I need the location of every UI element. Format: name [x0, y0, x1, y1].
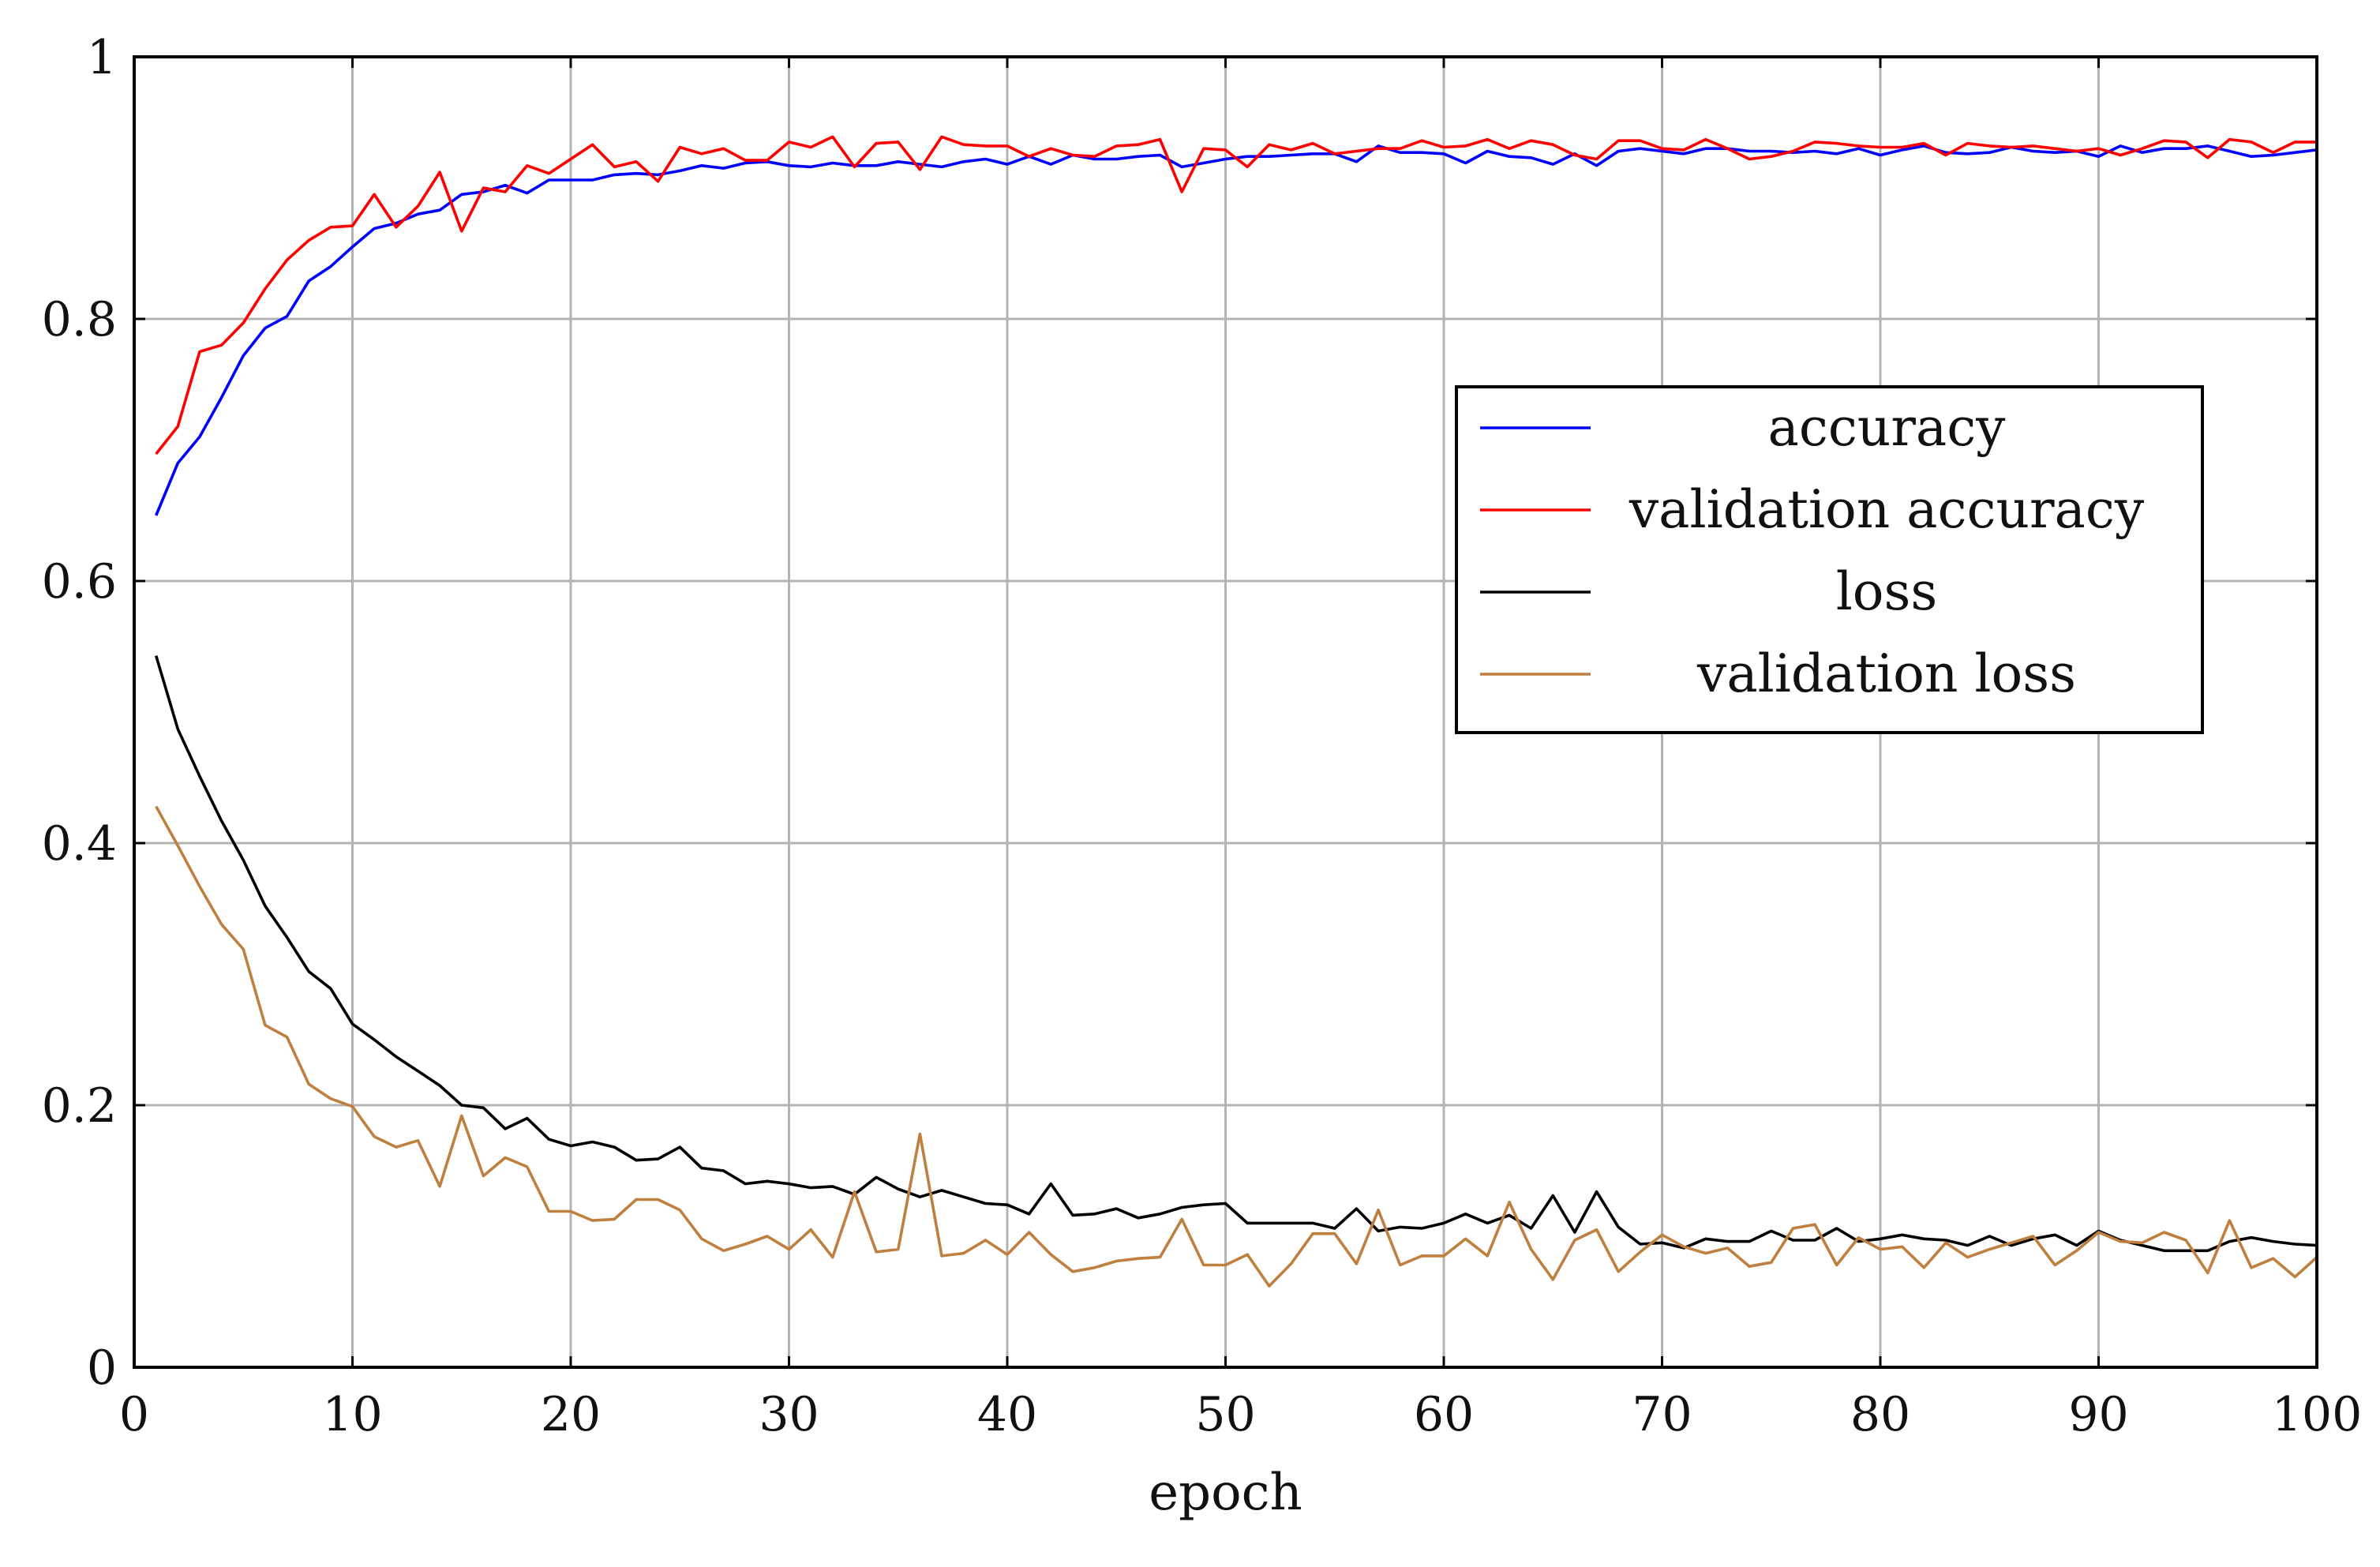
x-tick-label: 70 [1632, 1387, 1692, 1442]
x-axis-title: epoch [1149, 1464, 1302, 1522]
legend: accuracy validation accuracy loss validatio… [1455, 385, 2204, 734]
tick-labels: 0 10 20 30 40 50 60 70 80 90 100 0 0.2 0.4 0.6 0.8 1 [42, 30, 2363, 1442]
x-tick-label: 30 [759, 1387, 819, 1442]
legend-label-validation-loss: validation loss [1696, 643, 2076, 704]
y-tick-label: 0.2 [42, 1078, 117, 1134]
y-tick-label: 0.8 [42, 292, 117, 347]
legend-label-validation-accuracy: validation accuracy [1629, 479, 2145, 540]
series-layer [154, 135, 2318, 1288]
x-tick-label: 90 [2068, 1387, 2128, 1442]
x-tick-label: 40 [977, 1387, 1037, 1442]
x-tick-label: 50 [1195, 1387, 1255, 1442]
ticks [133, 55, 2318, 1369]
x-tick-label: 80 [1850, 1387, 1910, 1442]
y-tick-label: 1 [87, 30, 117, 85]
x-tick-label: 20 [541, 1387, 601, 1442]
series-line-loss [154, 655, 2318, 1253]
series-line-validation-accuracy [155, 135, 2317, 455]
x-tick-label: 100 [2272, 1387, 2363, 1442]
x-tick-label: 0 [119, 1387, 149, 1442]
legend-label-accuracy: accuracy [1768, 397, 2007, 458]
legend-label-loss: loss [1836, 561, 1938, 622]
x-tick-label: 60 [1414, 1387, 1474, 1442]
series-line-validation-loss [155, 805, 2318, 1288]
y-tick-label: 0 [87, 1340, 117, 1396]
x-tick-label: 10 [322, 1387, 382, 1442]
y-tick-label: 0.4 [42, 816, 117, 872]
y-tick-label: 0.6 [42, 554, 117, 609]
